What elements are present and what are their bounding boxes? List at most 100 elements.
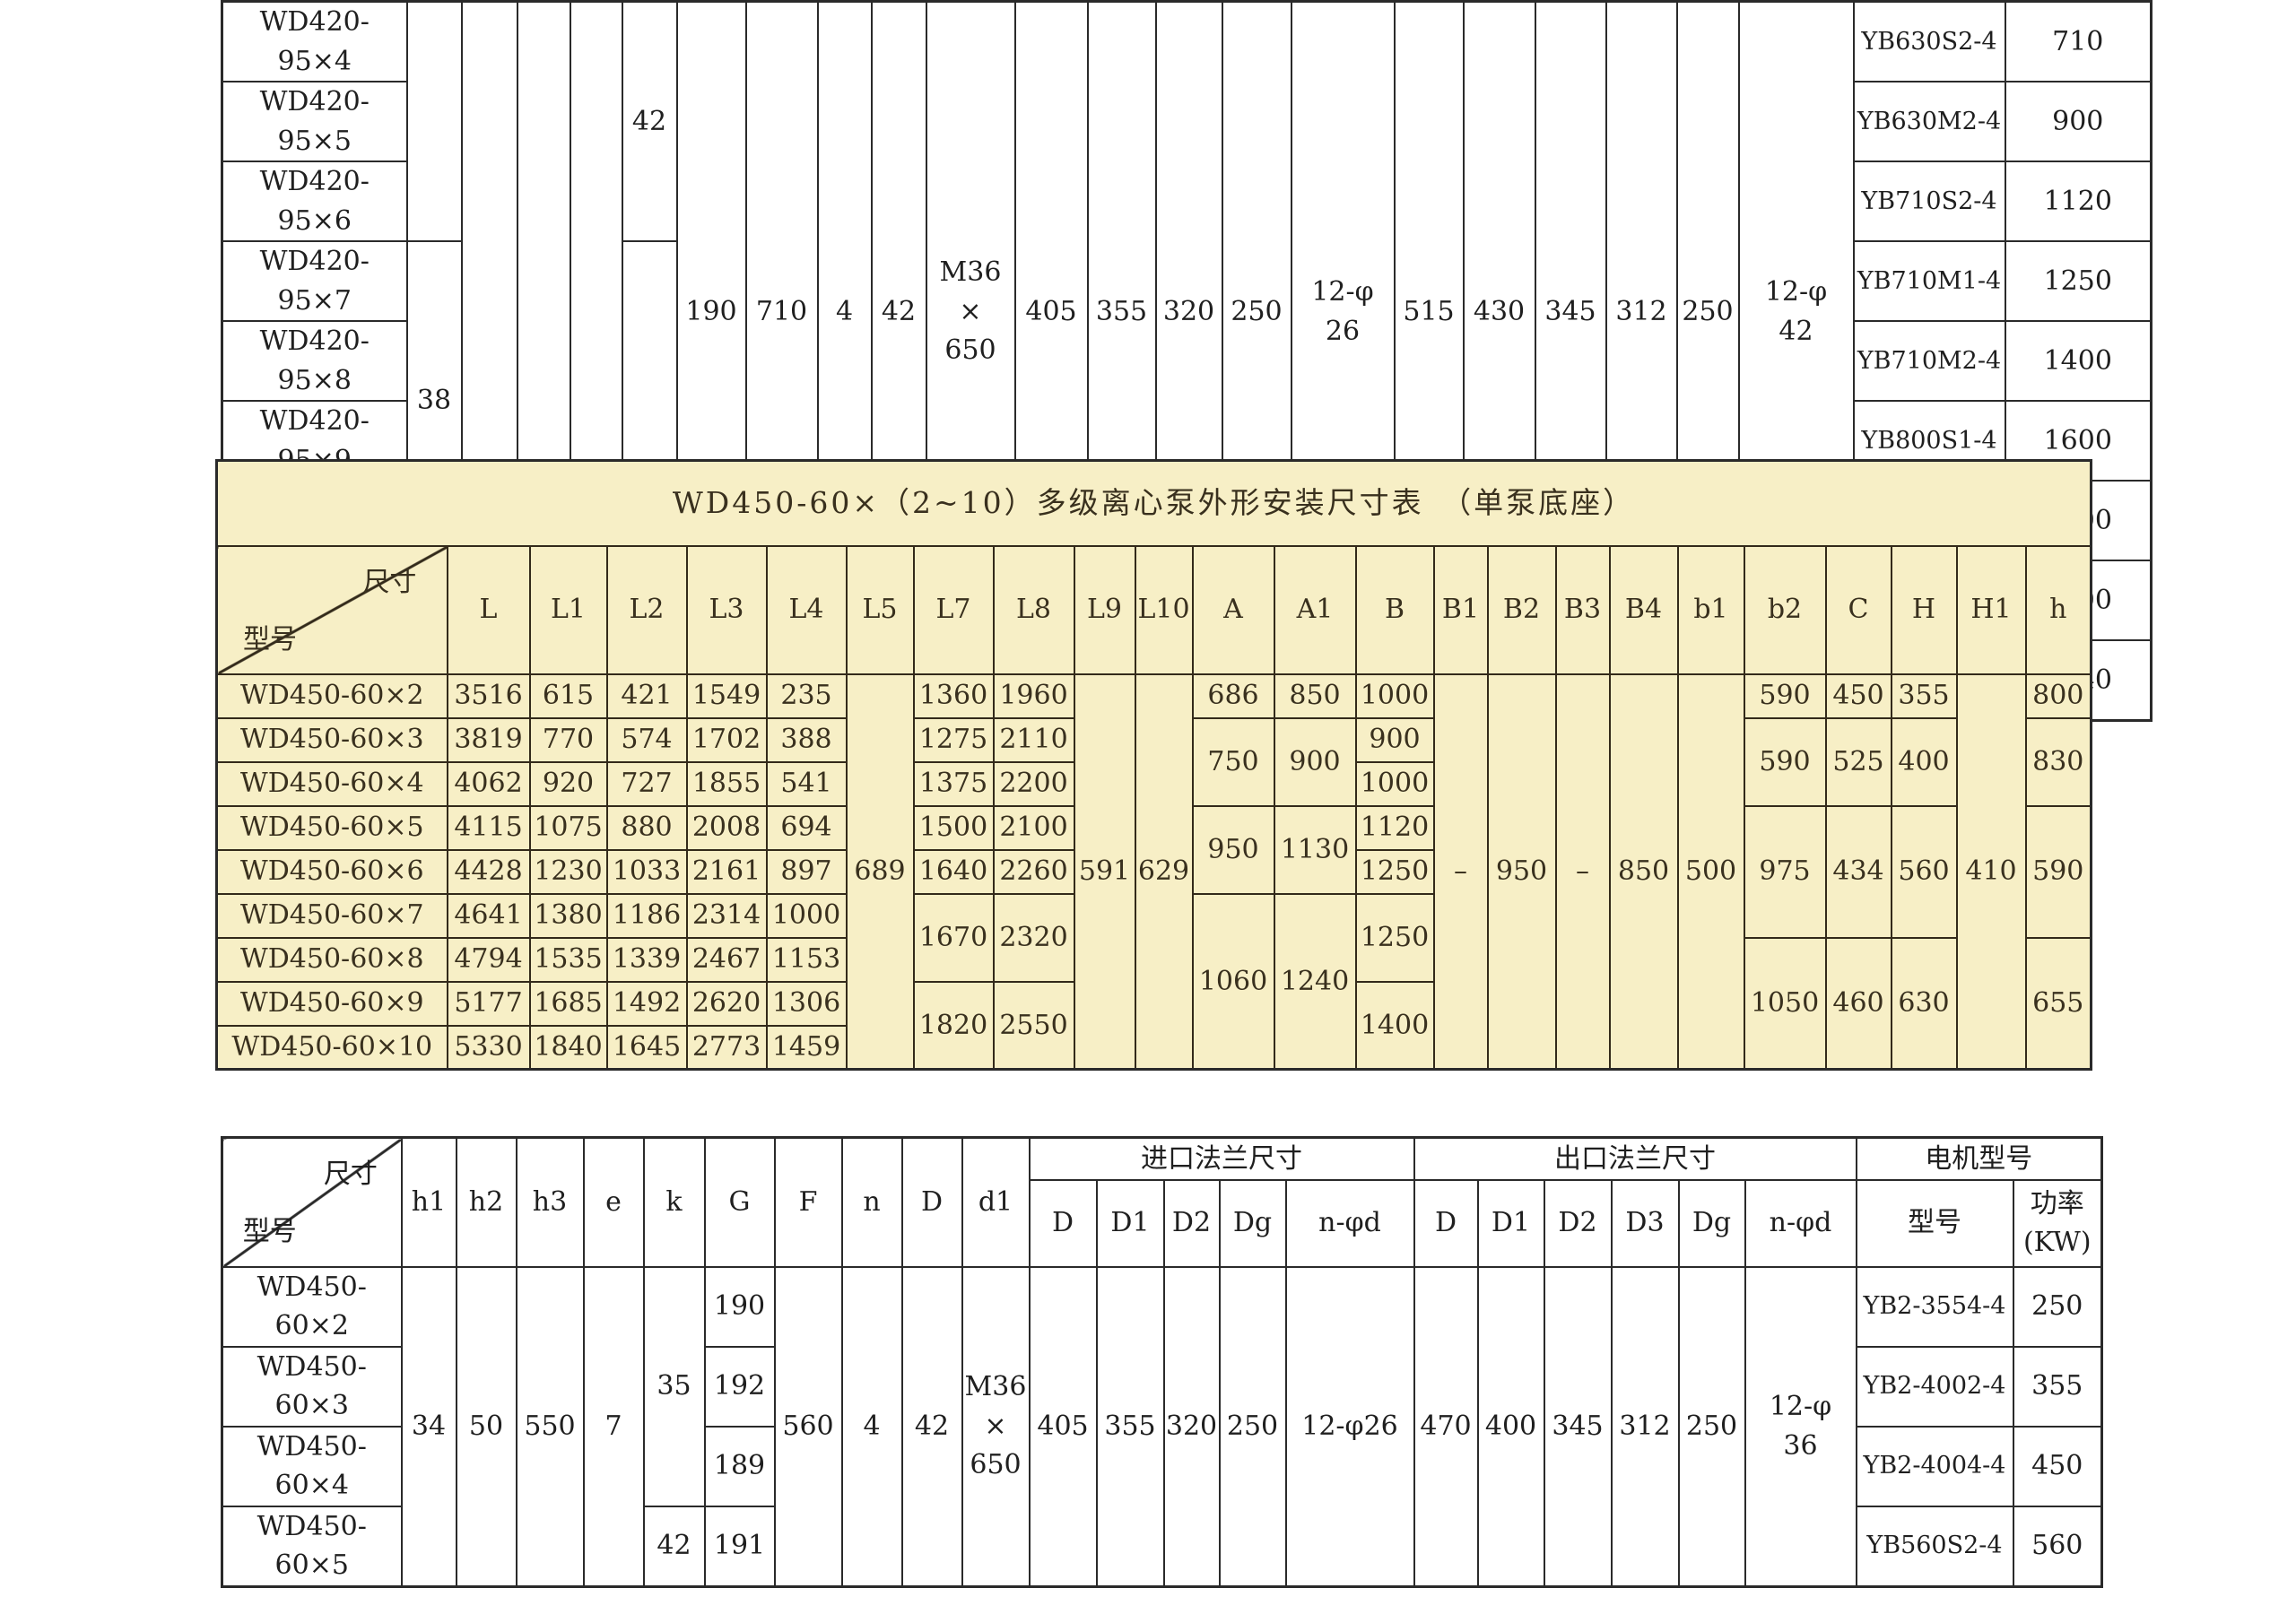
cell: 1240 [1273, 892, 1357, 1071]
table-row: WD420-95×4 42 190 710 4 42 M36 × 650 405 355 320 2… [221, 0, 2152, 722]
cell-text: 388 [780, 724, 832, 756]
cell: 500 [1676, 673, 1745, 1071]
cell-text: 975 [1759, 855, 1811, 888]
cell-text: 1250 [1360, 921, 1430, 953]
cell-text: 4 [835, 295, 854, 327]
cell: 3819 [446, 716, 531, 763]
cell-text: k [665, 1186, 683, 1218]
cell-text: WD450-60×8 [239, 943, 424, 976]
cell: 2161 [685, 848, 768, 895]
column-header: 功率 (KW) [2012, 1178, 2103, 1268]
cell-text: 434 [1832, 855, 1884, 888]
column-header: D [900, 1136, 963, 1268]
cell-text: 1685 [534, 987, 603, 1020]
column-header: L [446, 544, 531, 675]
cell-text: WD450-60×6 [239, 855, 424, 888]
cell: 1640 [912, 848, 995, 895]
cell: 830 [2024, 716, 2092, 807]
cell-text: 1000 [771, 899, 841, 932]
cell-text: 400 [1484, 1410, 1537, 1442]
model-cell: WD450-60×8 [215, 936, 448, 983]
column-header: L7 [912, 544, 995, 675]
cell-text: 405 [1037, 1410, 1089, 1442]
column-header: L10 [1134, 544, 1194, 675]
cell-text: 4794 [454, 943, 523, 976]
cell-text: 460 [1832, 987, 1884, 1019]
cell: 4794 [446, 936, 531, 983]
header-diagonal: 尺寸 型号 [215, 544, 448, 675]
motor-model-cell: YB630S2-4 [1852, 0, 2006, 82]
cell-text: WD450-60×10 [231, 1031, 433, 1063]
motor-model-cell: YB560S2-4 [1855, 1505, 2014, 1587]
cell-text: 4062 [454, 768, 523, 800]
column-header: b2 [1743, 544, 1827, 675]
cell-text: B [1384, 594, 1405, 626]
cell: 34 [400, 1265, 457, 1587]
cell-text: 1250 [2043, 265, 2112, 297]
cell-text: 42 [657, 1530, 691, 1562]
cell: 550 [515, 1265, 585, 1587]
cell: 2550 [992, 980, 1075, 1071]
cell: 1153 [765, 936, 848, 983]
cell: 574 [605, 716, 688, 763]
cell-text: 1375 [918, 768, 988, 800]
column-header: L4 [765, 544, 848, 675]
cell-text: 897 [780, 855, 832, 888]
cell: 42 [621, 0, 678, 242]
column-header: L9 [1073, 544, 1136, 675]
cell-text: 1459 [771, 1031, 841, 1063]
cell-text: 1820 [918, 1009, 988, 1041]
cell: 250 [1218, 1265, 1287, 1587]
cell: 950 [1191, 804, 1275, 895]
cell: 686 [1191, 673, 1275, 719]
cell: 1000 [765, 892, 848, 939]
cell-text: 250 [1226, 1410, 1279, 1442]
cell: 615 [528, 673, 608, 719]
power-cell: 900 [2004, 81, 2152, 162]
cell-text: WD450-60×5 [239, 812, 424, 844]
cell-text: 38 [416, 385, 452, 417]
cell-text: H1 [1970, 594, 2012, 626]
cell: 950 [1486, 673, 1557, 1071]
cell-text: 5330 [454, 1031, 523, 1063]
motor-model-cell: YB710M1-4 [1852, 240, 2006, 322]
cell-text: L [479, 594, 498, 626]
cell: 2260 [992, 848, 1075, 895]
cell: 1670 [912, 892, 995, 983]
cell-text: 727 [621, 768, 673, 800]
cell-text: 2467 [691, 943, 761, 976]
cell-text: 770 [542, 724, 595, 756]
cell-text: – [1576, 855, 1589, 887]
column-header: D2 [1543, 1178, 1613, 1268]
column-header: H1 [1955, 544, 2027, 675]
cell: 591 [1073, 673, 1136, 1071]
table-row: WD450-60×10 5330 1840 1645 2773 1459 [215, 1024, 2092, 1071]
cell: 450 [1824, 673, 1892, 719]
table-title: WD450-60×（2~10）多级离心泵外形安装尺寸表 （单泵底座） [215, 459, 2092, 547]
cell-text: 515 [1403, 295, 1455, 327]
cell: 689 [845, 673, 915, 1071]
cell-text: 12-φ 36 [1769, 1391, 1832, 1462]
cell-text: 689 [854, 855, 906, 887]
cell: 7 [582, 1265, 645, 1587]
cell-text: 800 [2032, 680, 2084, 712]
table-row: WD450-60×5 42 191 YB560S2-4 560 [221, 1505, 2103, 1587]
column-header: e [582, 1136, 645, 1268]
cell: 694 [765, 804, 848, 851]
cell: 541 [765, 760, 848, 807]
cell-text: 191 [713, 1530, 766, 1562]
cell-text: 192 [713, 1370, 766, 1402]
cell-text: 450 [1832, 680, 1884, 712]
cell-text: WD450-60×2 [257, 1271, 367, 1342]
column-header: n-φd [1284, 1178, 1415, 1268]
cell-text: D3 [1625, 1207, 1665, 1239]
model-cell: WD450-60×3 [215, 716, 448, 763]
cell-text: 950 [1495, 855, 1548, 887]
cell-text: 5177 [454, 987, 523, 1020]
model-cell: WD450-60×10 [215, 1024, 448, 1071]
cell: 190 [703, 1265, 776, 1348]
cell-text: 2100 [999, 812, 1068, 844]
cell-text: 4115 [454, 812, 523, 844]
column-header: D1 [1476, 1178, 1545, 1268]
cell-text: 345 [1552, 1410, 1604, 1442]
